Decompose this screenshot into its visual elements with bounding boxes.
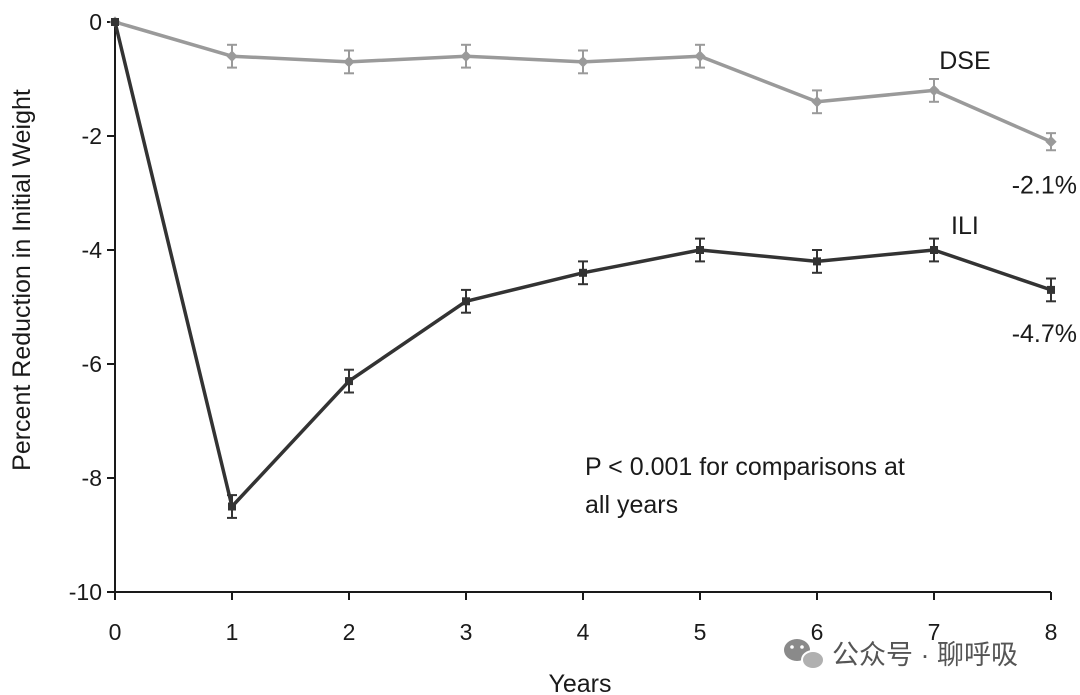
annotation-line-2: all years bbox=[585, 491, 678, 519]
y-tick-label: 0 bbox=[89, 9, 102, 35]
series-layer bbox=[109, 16, 1057, 519]
y-tick-label: -4 bbox=[82, 237, 103, 263]
y-axis-title: Percent Reduction in Initial Weight bbox=[8, 89, 36, 471]
data-point-ili bbox=[1047, 285, 1055, 294]
wechat-icon bbox=[784, 639, 825, 670]
x-axis-title: Years bbox=[548, 670, 611, 695]
data-point-dse bbox=[460, 50, 472, 62]
series-dse bbox=[109, 16, 1057, 152]
x-tick-label: 7 bbox=[928, 619, 941, 645]
end-value-label: -4.7% bbox=[1012, 320, 1077, 348]
y-tick-label: -8 bbox=[82, 465, 102, 491]
labels: DSE -2.1% ILI -4.7% bbox=[939, 47, 1077, 348]
y-tick-label: -2 bbox=[82, 123, 102, 149]
data-point-ili bbox=[579, 268, 587, 277]
data-point-dse bbox=[343, 56, 355, 68]
data-point-ili bbox=[813, 257, 821, 266]
x-tick-label: 6 bbox=[811, 619, 824, 645]
annotation-line-1: P < 0.001 for comparisons at bbox=[585, 453, 905, 481]
y-tick-label: -6 bbox=[82, 351, 102, 377]
series-ili bbox=[111, 18, 1056, 519]
data-point-ili bbox=[696, 246, 704, 254]
watermark: 公众号 · 聊呼吸 bbox=[784, 639, 1018, 670]
series-line-dse bbox=[114, 20, 1052, 144]
data-point-ili bbox=[228, 502, 236, 511]
data-point-dse bbox=[1045, 136, 1057, 148]
data-point-dse bbox=[226, 50, 238, 62]
data-point-ili bbox=[930, 246, 938, 254]
x-tick-label: 5 bbox=[694, 619, 707, 645]
data-point-dse bbox=[928, 84, 940, 97]
data-point-ili bbox=[111, 18, 119, 26]
x-tick-label: 8 bbox=[1045, 619, 1058, 645]
x-tick-label: 1 bbox=[226, 619, 239, 645]
x-tick-label: 2 bbox=[343, 619, 356, 645]
data-point-ili bbox=[345, 377, 353, 386]
data-point-ili bbox=[462, 297, 470, 306]
data-point-dse bbox=[811, 96, 823, 108]
x-tick-label: 0 bbox=[109, 619, 122, 645]
ticks: 0 -2 -4 -6 -8 -10 0 1 2 3 4 5 6 7 8 bbox=[69, 9, 1058, 645]
series-name-label: ILI bbox=[951, 212, 979, 240]
data-point-dse bbox=[694, 50, 706, 62]
watermark-text: 公众号 · 聊呼吸 bbox=[832, 640, 1018, 670]
x-tick-label: 3 bbox=[460, 619, 473, 645]
end-value-label: -2.1% bbox=[1012, 172, 1077, 200]
data-point-dse bbox=[577, 56, 589, 68]
axes bbox=[114, 22, 1051, 593]
y-tick-label: -10 bbox=[69, 579, 102, 605]
x-tick-label: 4 bbox=[577, 619, 590, 645]
series-name-label: DSE bbox=[939, 47, 990, 75]
